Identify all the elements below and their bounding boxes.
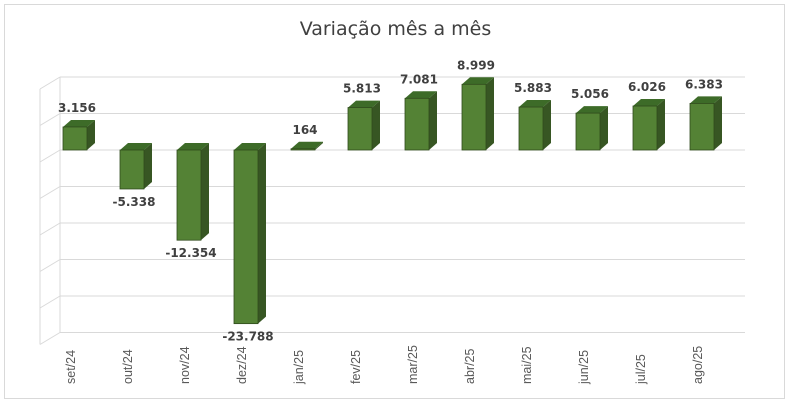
data-label: -5.338 — [113, 195, 156, 209]
x-tick-label: fev/25 — [349, 350, 363, 384]
x-axis-tick-labels: set/24 out/24 nov/24 dez/24 jan/25 fev/25 mar/… — [64, 345, 705, 385]
x-tick-label: out/24 — [121, 349, 135, 384]
x-tick-label: set/24 — [64, 350, 78, 384]
bar-top — [462, 77, 494, 85]
x-tick-label: jul/25 — [634, 354, 648, 385]
bar-set/24 — [62, 119, 95, 151]
bar-top — [177, 143, 209, 150]
bar-front — [347, 107, 373, 151]
gridline — [39, 259, 745, 272]
data-label: -23.788 — [222, 330, 273, 344]
gridline — [39, 222, 745, 236]
bar-front — [233, 149, 259, 325]
bar-top — [348, 100, 380, 108]
gridline — [39, 295, 745, 309]
x-tick-label: ago/25 — [691, 346, 705, 384]
x-tick-label: dez/24 — [235, 346, 249, 384]
x-tick-label: nov/24 — [178, 346, 192, 384]
bar-dez/24 — [233, 143, 266, 325]
bar-side — [543, 100, 551, 150]
bar-side — [486, 77, 494, 150]
bar-side — [87, 119, 95, 150]
bar-top — [120, 143, 152, 150]
bar-side — [201, 143, 209, 241]
gridline — [39, 76, 745, 90]
data-label: 6.026 — [628, 80, 666, 94]
bar-front — [290, 148, 316, 151]
data-label: 3.156 — [58, 101, 96, 115]
bar-front — [689, 103, 715, 151]
bar-top — [519, 100, 551, 108]
bar-jun/25 — [575, 106, 608, 151]
bar-side — [600, 106, 608, 150]
data-label: 5.813 — [343, 82, 381, 96]
x-tick-label: jun/25 — [577, 350, 591, 385]
x-tick-label: mar/25 — [406, 345, 420, 384]
bar-abr/25 — [461, 77, 494, 151]
bar-front — [461, 83, 487, 151]
data-label: 5.056 — [571, 87, 609, 101]
bar-side — [714, 96, 722, 150]
bar-side — [144, 143, 152, 189]
chart-title: Variação mês a mês — [299, 18, 492, 40]
gridline — [39, 113, 745, 126]
bar-front — [404, 97, 430, 151]
bar-jul/25 — [632, 99, 665, 151]
bar-jan/25 — [290, 141, 323, 151]
bar-front — [575, 112, 601, 151]
chart-frame — [4, 4, 785, 399]
bar-mar/25 — [404, 91, 437, 151]
bar-front — [119, 149, 145, 190]
x-tick-label: mai/25 — [520, 346, 534, 384]
bar-mai/25 — [518, 100, 551, 151]
bar-ago/25 — [689, 96, 722, 151]
bar-front — [632, 105, 658, 151]
bar-top — [291, 141, 323, 149]
bar-front — [176, 149, 202, 241]
gridline — [39, 149, 745, 163]
data-label: 7.081 — [400, 72, 438, 86]
bar-top — [690, 96, 722, 104]
gridline — [39, 332, 745, 345]
gridline — [39, 186, 745, 199]
bar-side — [372, 100, 380, 150]
data-label: 8.999 — [457, 58, 495, 72]
bar-series — [62, 77, 722, 325]
x-tick-label: abr/25 — [463, 349, 477, 384]
bar-top — [633, 99, 665, 107]
bar-top — [405, 91, 437, 99]
data-label: 6.383 — [685, 77, 723, 91]
data-labels: 3.156 -5.338 -12.354 -23.788 164 5.813 7.081 8.… — [58, 58, 723, 343]
data-label: 5.883 — [514, 81, 552, 95]
bar-side — [657, 99, 665, 150]
gridlines — [39, 76, 745, 345]
bar-side — [315, 141, 323, 150]
data-label: -12.354 — [165, 246, 216, 260]
bar-front — [518, 106, 544, 151]
bar-top — [576, 106, 608, 114]
bar-front — [62, 126, 88, 151]
x-tick-label: jan/25 — [292, 350, 306, 385]
bar-nov/24 — [176, 143, 209, 241]
bar-top — [234, 143, 266, 150]
bar-side — [258, 143, 266, 324]
data-label: 164 — [292, 123, 317, 137]
bar-fev/25 — [347, 100, 380, 151]
bar-side — [429, 91, 437, 150]
bar-top — [63, 119, 95, 127]
bar-out/24 — [119, 143, 152, 190]
